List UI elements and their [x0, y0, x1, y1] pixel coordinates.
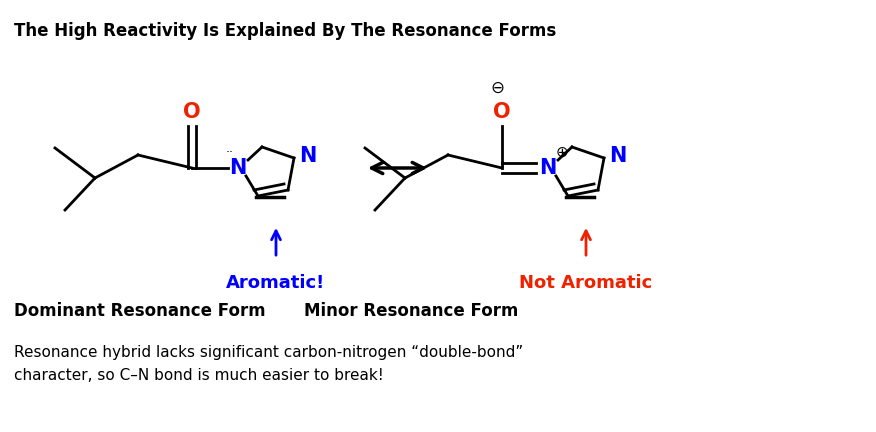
- Text: ⊖: ⊖: [490, 79, 504, 97]
- Text: ··: ··: [226, 146, 234, 159]
- Text: Aromatic!: Aromatic!: [226, 274, 326, 292]
- Text: N: N: [300, 146, 317, 166]
- Text: character, so C–N bond is much easier to break!: character, so C–N bond is much easier to…: [14, 368, 384, 383]
- Text: ⊕: ⊕: [555, 144, 569, 159]
- Text: N: N: [610, 146, 626, 166]
- Text: O: O: [183, 102, 201, 122]
- Text: Dominant Resonance Form: Dominant Resonance Form: [14, 302, 265, 320]
- Text: The High Reactivity Is Explained By The Resonance Forms: The High Reactivity Is Explained By The …: [14, 22, 556, 40]
- Text: Minor Resonance Form: Minor Resonance Form: [304, 302, 519, 320]
- Text: Resonance hybrid lacks significant carbon-nitrogen “double-bond”: Resonance hybrid lacks significant carbo…: [14, 345, 523, 360]
- Text: N: N: [540, 158, 556, 178]
- Text: O: O: [493, 102, 511, 122]
- Text: Not Aromatic: Not Aromatic: [519, 274, 653, 292]
- Text: N: N: [230, 158, 247, 178]
